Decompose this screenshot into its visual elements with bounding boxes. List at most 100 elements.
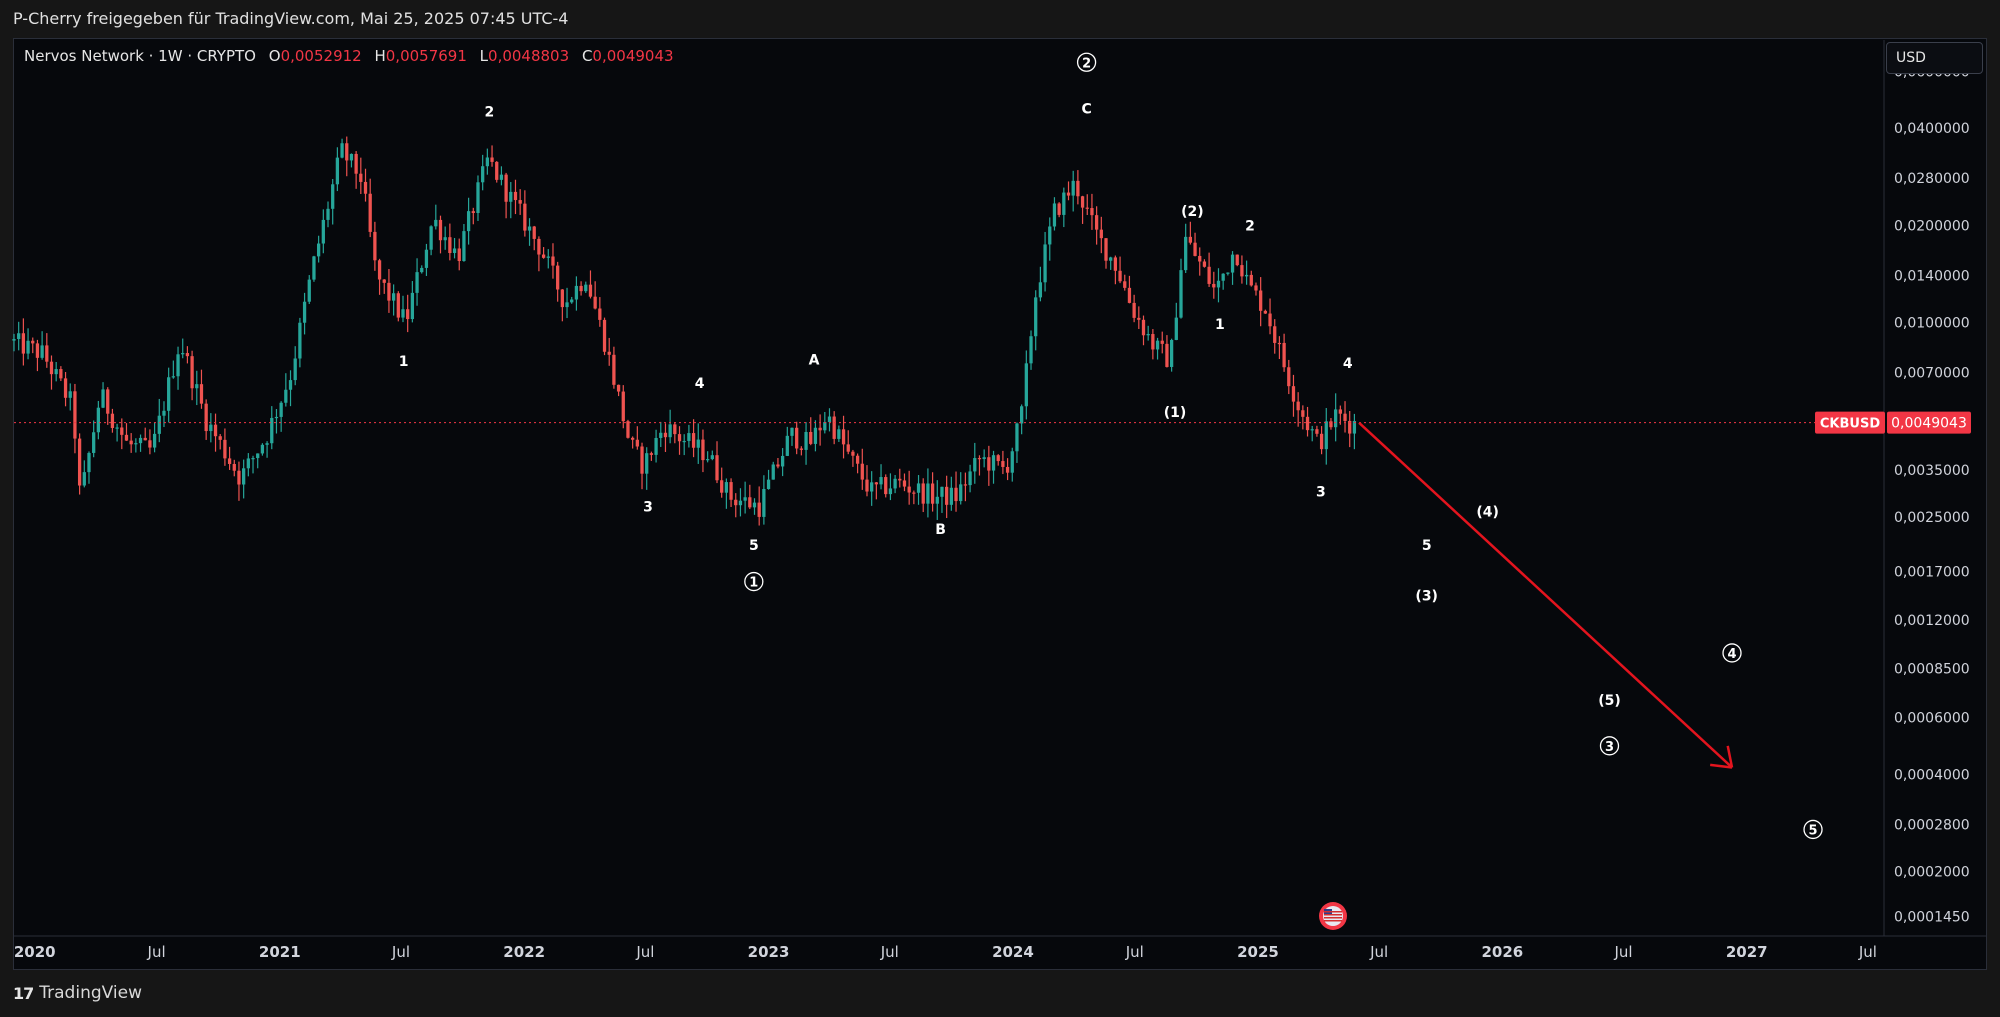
wave-label-circle [744, 571, 764, 592]
candle-body [1235, 254, 1239, 266]
candle-body [1085, 207, 1089, 209]
candle-body [213, 424, 218, 437]
tradingview-brand[interactable]: 17 TradingView [13, 983, 142, 1003]
candle-body [68, 391, 72, 398]
candle-body [242, 468, 246, 485]
candle-body [340, 143, 344, 158]
candle-body [813, 427, 818, 444]
candle-body [1188, 236, 1193, 243]
candle-body [1174, 317, 1178, 340]
candle-body [888, 488, 893, 495]
candle-body [1334, 409, 1338, 428]
candle-body [152, 433, 157, 448]
candle-body [973, 458, 977, 472]
candle-body [1329, 421, 1333, 428]
candle-body [935, 496, 939, 504]
wave-label: 1 [1215, 317, 1225, 333]
x-tick-label: 2026 [1481, 943, 1523, 961]
candle-body [893, 478, 897, 489]
candle-body [312, 256, 316, 280]
candle-body [218, 436, 222, 440]
wave-label-circle [1803, 819, 1823, 840]
legend-close-label: C [581, 47, 593, 65]
wave-label-circle [1076, 52, 1097, 72]
candle-body [766, 479, 771, 489]
candle-body [256, 453, 260, 459]
candle-body [396, 293, 400, 318]
candle-body [916, 483, 921, 493]
candle-body [31, 340, 35, 344]
candle-body [1198, 255, 1202, 262]
candle-body [1099, 229, 1103, 239]
candle-body [738, 500, 743, 506]
candle-body [1160, 340, 1164, 344]
candle-body [1038, 282, 1043, 298]
wave-label: 2 [1082, 56, 1091, 71]
wave-label: 4 [1343, 356, 1353, 372]
us-flag-event-icon-stripe [1324, 917, 1342, 919]
candle-body [1259, 290, 1263, 311]
candle-body [1291, 386, 1296, 402]
candle-body [373, 231, 377, 261]
candle-body [335, 157, 340, 185]
candle-body [438, 219, 443, 241]
y-tick-label: 0,0400000 [1894, 121, 1970, 137]
candle-body [509, 191, 513, 202]
candle-body [1001, 461, 1005, 467]
candle-body [602, 319, 607, 352]
candle-body [265, 443, 269, 445]
candle-body [359, 173, 363, 182]
wave-label: A [809, 352, 820, 368]
candle-body [851, 451, 855, 456]
candle-body [1352, 421, 1357, 434]
candle-body [1104, 238, 1108, 261]
x-tick-label: 2020 [14, 943, 56, 961]
y-tick-label: 0,0008500 [1894, 662, 1970, 678]
candle-body [134, 443, 138, 445]
candle-body [654, 437, 658, 455]
candle-body [729, 482, 733, 500]
candle-body [537, 238, 541, 255]
candle-body [645, 453, 649, 474]
candle-body [785, 435, 789, 456]
candle-body [818, 427, 822, 431]
candle-body [326, 208, 330, 220]
candle-body [45, 345, 49, 362]
candle-body [799, 448, 804, 450]
forecast-arrowhead [1726, 745, 1734, 768]
candle-body [101, 389, 105, 408]
candle-body [621, 391, 625, 422]
candle-body [302, 301, 307, 323]
candle-body [87, 452, 91, 473]
x-tick-label: Jul [147, 943, 166, 961]
candle-body [1071, 180, 1075, 196]
bottom-bar [0, 970, 2000, 1017]
chart-frame[interactable] [13, 38, 1987, 970]
candle-body [762, 488, 766, 517]
candle-body [720, 480, 724, 493]
candle-body [1090, 208, 1094, 216]
candle-body [687, 433, 691, 441]
y-tick-label: 0,0004000 [1894, 767, 1970, 783]
currency-selector-button[interactable]: USD [1886, 42, 1983, 74]
candle-body [1141, 319, 1146, 336]
candle-body [870, 482, 874, 492]
candle-body [316, 243, 321, 257]
candle-body [987, 457, 991, 471]
candle-body [523, 203, 527, 231]
candle-body [1020, 406, 1024, 424]
candle-body [176, 354, 180, 377]
candle-body [1273, 326, 1277, 343]
candle-body [930, 483, 935, 504]
candle-body [1212, 283, 1216, 288]
candle-body [185, 353, 190, 357]
candle-body [457, 248, 461, 262]
candle-body [705, 459, 710, 461]
candle-body [855, 455, 860, 464]
candle-body [1287, 367, 1291, 387]
tradingview-logo-icon: 17 [13, 983, 34, 1003]
wave-label-circle [1599, 736, 1620, 756]
candle-body [977, 458, 982, 460]
candle-body [907, 486, 911, 493]
